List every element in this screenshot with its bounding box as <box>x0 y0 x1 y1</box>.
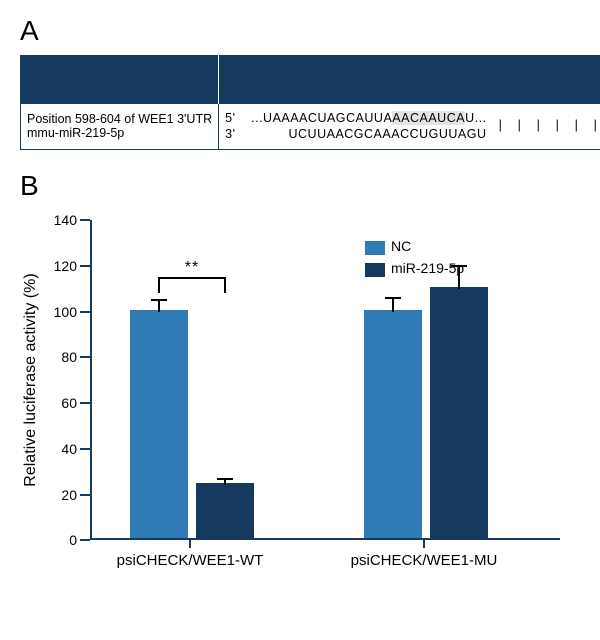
bar <box>196 483 254 538</box>
error-stem <box>158 300 160 311</box>
panel-a-label: A <box>20 15 580 47</box>
x-tick <box>189 540 191 548</box>
y-tick <box>80 311 90 313</box>
legend-label: NC <box>391 238 411 254</box>
y-tick <box>80 494 90 496</box>
legend-item: NC <box>365 238 411 254</box>
bar <box>130 310 188 539</box>
sequence-table: Position 598-604 of WEE1 3'UTR mmu-miR-2… <box>20 55 600 150</box>
x-tick <box>423 540 425 548</box>
error-cap <box>217 478 233 480</box>
legend-item: miR-219-5p <box>365 260 464 276</box>
seq2: UCUUAACGCAAACCUGUUAGU <box>251 126 486 143</box>
sig-bracket-side <box>158 277 160 293</box>
y-tick <box>80 402 90 404</box>
error-stem <box>392 298 394 312</box>
panel-a: A Position 598-604 of WEE1 3'UTR mmu-miR… <box>20 15 580 150</box>
y-tick <box>80 356 90 358</box>
position-label: Position 598-604 of WEE1 3'UTR <box>27 112 212 126</box>
panel-b-label: B <box>20 170 580 202</box>
y-tick-label: 100 <box>45 304 77 320</box>
y-tick-label: 40 <box>45 441 77 457</box>
error-cap <box>385 297 401 299</box>
seq2-prefix: 3' <box>225 126 241 143</box>
sig-label: ** <box>185 259 199 277</box>
seq1-prefix: 5' <box>225 110 241 127</box>
bar-chart: Relative luciferase activity (%) ** 0204… <box>20 210 580 610</box>
seq1: ...UAAAACUAGCAUUAAACAAUCAU... <box>251 110 486 127</box>
y-tick-label: 20 <box>45 487 77 503</box>
bar <box>364 310 422 539</box>
y-tick-label: 60 <box>45 395 77 411</box>
sig-bracket-side <box>224 277 226 293</box>
x-group-label: psiCHECK/WEE1-MU <box>351 552 498 569</box>
x-group-label: psiCHECK/WEE1-WT <box>117 552 264 569</box>
error-stem <box>224 479 226 486</box>
legend-swatch <box>365 241 385 255</box>
mirna-label: mmu-miR-219-5p <box>27 126 212 140</box>
table-body-row: Position 598-604 of WEE1 3'UTR mmu-miR-2… <box>21 104 600 150</box>
y-tick-label: 140 <box>45 212 77 228</box>
y-tick <box>80 539 90 541</box>
legend-label: miR-219-5p <box>391 260 464 276</box>
legend-swatch <box>365 263 385 277</box>
y-tick-label: 0 <box>45 532 77 548</box>
y-tick <box>80 265 90 267</box>
bar <box>430 287 488 538</box>
y-tick <box>80 448 90 450</box>
panel-b: B Relative luciferase activity (%) ** 02… <box>20 170 580 610</box>
table-header-row <box>21 56 600 104</box>
sig-bracket-top <box>159 277 225 279</box>
plot-area: ** <box>90 220 560 540</box>
y-tick-label: 120 <box>45 258 77 274</box>
pairing-marks: | | | | | | <box>497 119 600 133</box>
y-tick <box>80 219 90 221</box>
error-cap <box>151 299 167 301</box>
y-tick-label: 80 <box>45 349 77 365</box>
